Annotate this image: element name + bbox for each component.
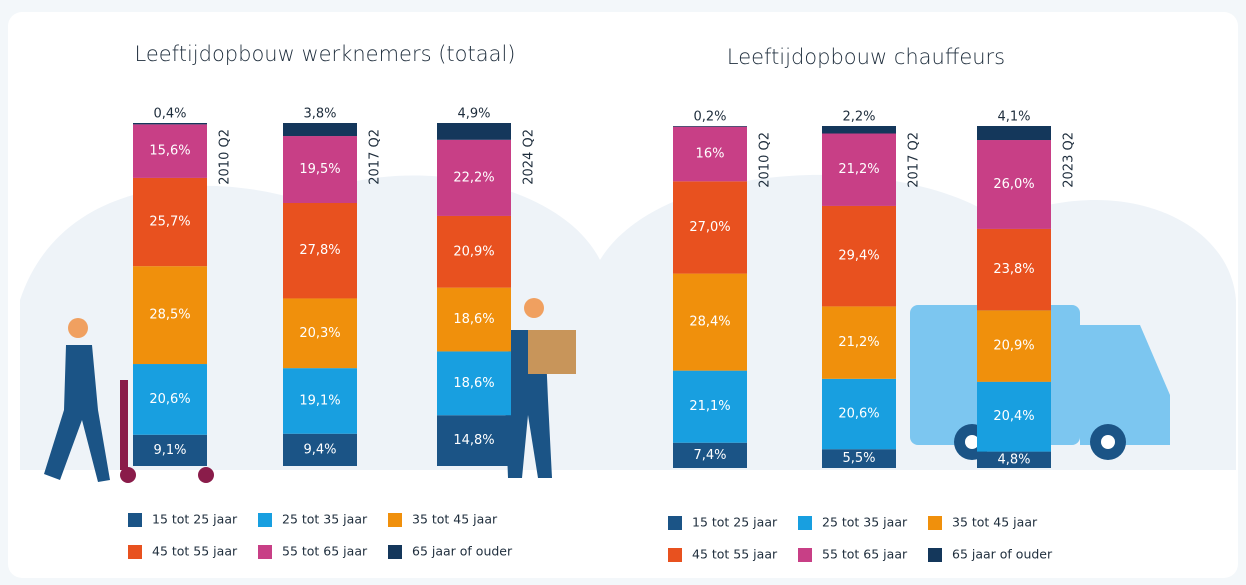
data-label: 20,9% xyxy=(993,339,1034,354)
data-label: 15,6% xyxy=(149,144,190,159)
legend-swatch xyxy=(128,545,142,559)
legend-swatch xyxy=(258,513,272,527)
data-label: 18,6% xyxy=(453,376,494,391)
data-label: 28,4% xyxy=(689,315,730,330)
category-label: 2010 Q2 xyxy=(218,129,233,185)
bar-segment xyxy=(822,126,896,134)
legend-label: 15 tot 25 jaar xyxy=(692,515,778,530)
legend-label: 35 tot 45 jaar xyxy=(412,512,498,527)
bar-segment xyxy=(977,126,1051,140)
data-label: 0,4% xyxy=(153,107,186,122)
legend-label: 35 tot 45 jaar xyxy=(952,515,1038,530)
bar-segment xyxy=(133,123,207,124)
data-label: 4,9% xyxy=(457,107,490,122)
data-label: 21,2% xyxy=(838,335,879,350)
data-label: 16% xyxy=(696,147,725,162)
data-label: 20,6% xyxy=(838,407,879,422)
legend-swatch xyxy=(798,548,812,562)
data-label: 14,8% xyxy=(453,433,494,448)
chart-title: Leeftijdopbouw werknemers (totaal) xyxy=(135,42,516,66)
legend-label: 15 tot 25 jaar xyxy=(152,512,238,527)
data-label: 21,1% xyxy=(689,399,730,414)
data-label: 5,5% xyxy=(842,451,875,466)
legend-swatch xyxy=(928,516,942,530)
legend-label: 25 tot 35 jaar xyxy=(282,512,368,527)
chart: Leeftijdopbouw werknemers (totaal) 9,1% 20… xyxy=(0,0,1246,585)
legend-swatch xyxy=(798,516,812,530)
data-label: 20,9% xyxy=(453,244,494,259)
data-label: 0,2% xyxy=(693,110,726,125)
category-label: 2023 Q2 xyxy=(1062,132,1077,188)
category-label: 2024 Q2 xyxy=(522,129,537,185)
data-label: 21,2% xyxy=(838,162,879,177)
data-label: 29,4% xyxy=(838,249,879,264)
legend-swatch xyxy=(388,545,402,559)
legend-label: 45 tot 55 jaar xyxy=(692,547,778,562)
data-label: 27,8% xyxy=(299,243,340,258)
data-label: 20,4% xyxy=(993,409,1034,424)
data-label: 27,0% xyxy=(689,220,730,235)
bar-segment xyxy=(283,123,357,136)
category-label: 2017 Q2 xyxy=(368,129,383,185)
bar-segment xyxy=(437,123,511,140)
data-label: 4,1% xyxy=(997,110,1030,125)
data-label: 28,5% xyxy=(149,308,190,323)
data-label: 26,0% xyxy=(993,177,1034,192)
data-label: 19,5% xyxy=(299,162,340,177)
legend-swatch xyxy=(668,548,682,562)
category-label: 2010 Q2 xyxy=(758,132,773,188)
data-label: 23,8% xyxy=(993,262,1034,277)
chart-title: Leeftijdopbouw chauffeurs xyxy=(727,45,1005,69)
data-label: 9,4% xyxy=(303,442,336,457)
data-label: 4,8% xyxy=(997,452,1030,467)
legend-swatch xyxy=(928,548,942,562)
legend-label: 55 tot 65 jaar xyxy=(282,544,368,559)
legend-label: 55 tot 65 jaar xyxy=(822,547,908,562)
legend-swatch xyxy=(258,545,272,559)
data-label: 18,6% xyxy=(453,312,494,327)
data-label: 25,7% xyxy=(149,215,190,230)
legend-swatch xyxy=(668,516,682,530)
legend-label: 65 jaar of ouder xyxy=(952,547,1053,562)
data-label: 20,6% xyxy=(149,392,190,407)
data-label: 22,2% xyxy=(453,170,494,185)
data-label: 20,3% xyxy=(299,326,340,341)
legend-label: 65 jaar of ouder xyxy=(412,544,513,559)
data-label: 19,1% xyxy=(299,393,340,408)
legend-label: 45 tot 55 jaar xyxy=(152,544,238,559)
data-label: 9,1% xyxy=(153,443,186,458)
data-label: 2,2% xyxy=(842,110,875,125)
data-label: 3,8% xyxy=(303,107,336,122)
page: Leeftijdopbouw werknemers (totaal) 9,1% 20… xyxy=(0,0,1246,585)
legend-label: 25 tot 35 jaar xyxy=(822,515,908,530)
data-label: 7,4% xyxy=(693,448,726,463)
category-label: 2017 Q2 xyxy=(907,132,922,188)
legend-swatch xyxy=(388,513,402,527)
bar-segment xyxy=(673,126,747,127)
legend-swatch xyxy=(128,513,142,527)
